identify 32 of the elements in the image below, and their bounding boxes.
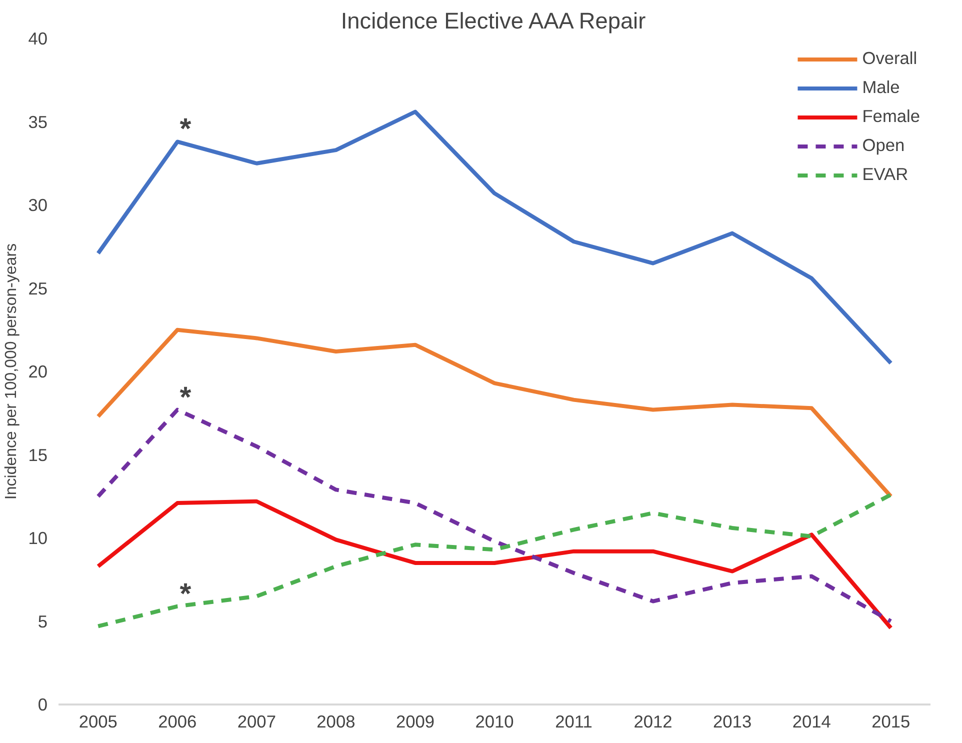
y-tick-label: 40 — [28, 28, 48, 48]
line-series — [96, 408, 893, 624]
x-tick-label: 2006 — [158, 712, 197, 732]
annotation: * — [180, 577, 192, 610]
x-tick-label: 2015 — [872, 712, 910, 732]
annotation: * — [180, 112, 192, 146]
x-tick-label: 2014 — [792, 712, 832, 732]
annotation: * — [180, 380, 192, 414]
y-tick-label: 0 — [38, 694, 48, 714]
y-tick-label: 5 — [38, 611, 48, 632]
y-tick-label: 15 — [28, 444, 48, 465]
x-tick-label: 2010 — [475, 712, 514, 732]
y-tick-label: 30 — [28, 195, 48, 215]
legend-label: Female — [862, 106, 920, 127]
y-tick-label: 10 — [28, 528, 48, 548]
legend-label: Overall — [862, 48, 918, 69]
x-tick-label: 2008 — [316, 712, 356, 732]
line-series — [96, 328, 893, 498]
y-axis-title: Incidence per 100,000 person-years — [3, 243, 20, 500]
legend-label: Male — [862, 77, 900, 98]
x-tick-label: 2007 — [237, 712, 276, 732]
legend-label: Open — [862, 135, 905, 156]
x-tick-label: 2013 — [713, 712, 752, 732]
x-tick-label: 2011 — [555, 712, 592, 732]
y-tick-label: 25 — [28, 278, 48, 298]
y-tick-label: 35 — [28, 112, 48, 132]
x-tick-label: 2005 — [78, 712, 118, 732]
chart-title: Incidence Elective AAA Repair — [340, 8, 646, 34]
x-tick-label: 2009 — [396, 712, 435, 732]
legend-label: EVAR — [862, 164, 908, 185]
x-tick-label: 2012 — [634, 712, 672, 732]
y-tick-label: 20 — [28, 362, 48, 382]
